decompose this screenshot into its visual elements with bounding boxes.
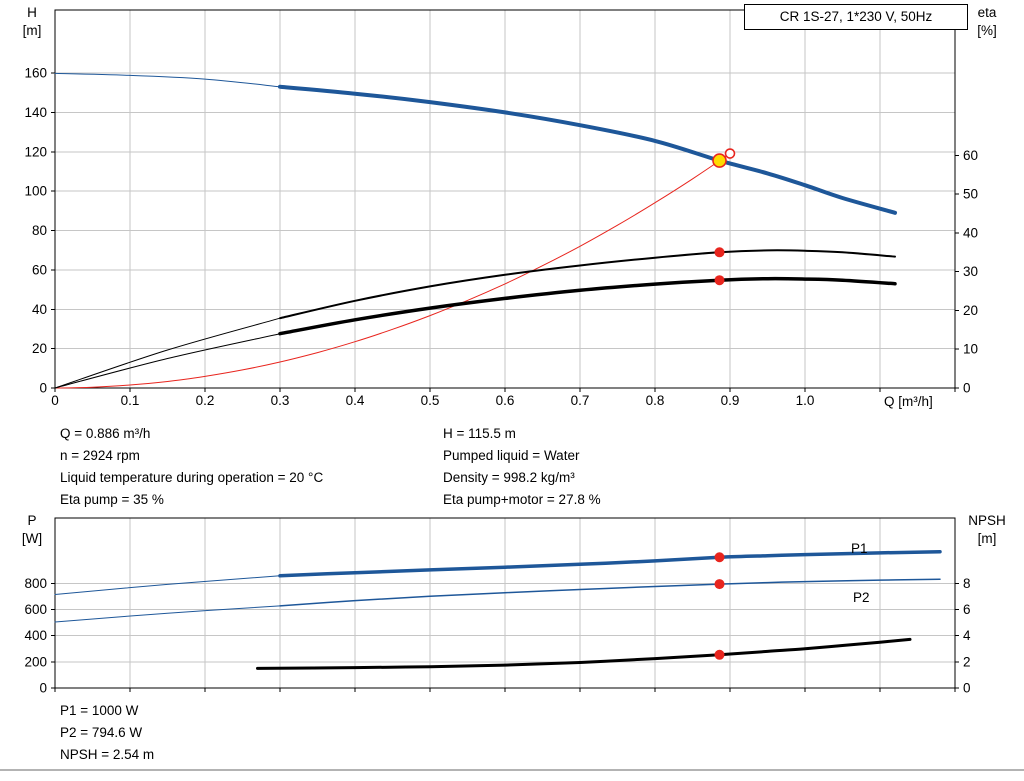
power-axis-unit: [W] [21, 531, 43, 546]
head-axis-title: H [m] [12, 4, 52, 40]
duty-marker-red [714, 552, 725, 563]
duty-marker-red [714, 579, 725, 590]
svg-text:10: 10 [963, 342, 978, 357]
svg-text:600: 600 [24, 602, 47, 617]
svg-text:40: 40 [963, 225, 978, 240]
pumped-liquid-text: Pumped liquid = Water [443, 448, 580, 463]
svg-text:0.6: 0.6 [496, 393, 515, 408]
npsh-text: NPSH = 2.54 m [60, 747, 155, 762]
curve-head-curve-lowflow [54, 72, 281, 88]
curve-head-curve [278, 84, 897, 215]
curve-P1-lowflow [54, 575, 281, 595]
npsh-axis-unit: [m] [977, 531, 997, 546]
svg-text:0: 0 [963, 381, 971, 396]
eta-pump-motor-text: Eta pump+motor = 27.8 % [443, 492, 601, 507]
head-axis-unit: [m] [22, 23, 42, 38]
p2-text: P2 = 794.6 W [60, 725, 143, 740]
svg-text:0.1: 0.1 [121, 393, 140, 408]
eta-pump-text: Eta pump = 35 % [60, 492, 164, 507]
npsh-axis-symbol: NPSH [968, 513, 1006, 528]
flow-text: Q = 0.886 m³/h [60, 426, 151, 441]
flow-axis-label: Q [m³/h] [884, 394, 933, 409]
svg-text:0: 0 [963, 681, 971, 696]
curve-P2 [279, 578, 941, 607]
svg-text:200: 200 [24, 654, 47, 669]
svg-text:0.5: 0.5 [421, 393, 440, 408]
svg-text:0.2: 0.2 [196, 393, 215, 408]
svg-text:50: 50 [963, 187, 978, 202]
system-curve-end-marker [724, 148, 736, 159]
svg-text:160: 160 [24, 66, 47, 81]
svg-text:0.9: 0.9 [721, 393, 740, 408]
head-axis-symbol: H [27, 5, 37, 20]
head-text: H = 115.5 m [443, 426, 516, 441]
curve-system-curve [54, 153, 731, 389]
npsh-axis-title: NPSH [m] [958, 512, 1016, 548]
curve-eta-pump-motor [278, 276, 897, 336]
power-data-column: P1 = 1000 W P2 = 794.6 W NPSH = 2.54 m [60, 700, 154, 766]
duty-marker-yellow [712, 153, 727, 168]
speed-text: n = 2924 rpm [60, 448, 140, 463]
eta-axis-unit: [%] [977, 23, 997, 38]
duty-marker-red [714, 275, 725, 286]
svg-text:40: 40 [32, 302, 47, 317]
svg-text:0: 0 [39, 381, 47, 396]
svg-text:1.0: 1.0 [796, 393, 815, 408]
svg-text:6: 6 [963, 602, 971, 617]
p1-text: P1 = 1000 W [60, 703, 139, 718]
svg-text:20: 20 [963, 303, 978, 318]
svg-text:60: 60 [32, 262, 47, 277]
svg-text:120: 120 [24, 144, 47, 159]
svg-text:0.3: 0.3 [271, 393, 290, 408]
svg-text:400: 400 [24, 628, 47, 643]
svg-text:0.7: 0.7 [571, 393, 590, 408]
svg-text:800: 800 [24, 576, 47, 591]
density-text: Density = 998.2 kg/m³ [443, 470, 575, 485]
duty-marker-red [714, 247, 725, 258]
curve-P1 [278, 549, 942, 578]
eta-axis-title: eta [%] [962, 4, 1012, 40]
curve-P2-lowflow [54, 605, 281, 623]
svg-text:100: 100 [24, 184, 47, 199]
svg-text:30: 30 [963, 264, 978, 279]
curve-eta-pump [279, 249, 896, 320]
duty-data-left-column: Q = 0.886 m³/h n = 2924 rpm Liquid tempe… [60, 423, 323, 511]
curve-eta-pump-motor-lowflow [54, 333, 281, 389]
svg-text:0.8: 0.8 [646, 393, 665, 408]
svg-text:4: 4 [963, 628, 971, 643]
duty-data-right-column: H = 115.5 m Pumped liquid = Water Densit… [443, 423, 601, 511]
liquid-temperature-text: Liquid temperature during operation = 20… [60, 470, 324, 485]
curve-eta-pump-lowflow [54, 317, 281, 389]
svg-text:8: 8 [963, 576, 971, 591]
duty-marker-red [714, 649, 725, 660]
svg-text:0: 0 [39, 681, 47, 696]
p1-curve-label: P1 [851, 541, 868, 556]
eta-axis-symbol: eta [977, 5, 997, 20]
svg-text:20: 20 [32, 341, 47, 356]
svg-text:2: 2 [963, 654, 971, 669]
power-axis-symbol: P [27, 513, 37, 528]
svg-text:80: 80 [32, 223, 47, 238]
svg-text:0.4: 0.4 [346, 393, 365, 408]
pump-variant-box: CR 1S-27, 1*230 V, 50Hz [744, 4, 968, 30]
power-axis-title: P [W] [12, 512, 52, 548]
svg-text:60: 60 [963, 148, 978, 163]
p2-curve-label: P2 [853, 590, 870, 605]
footer-divider [0, 769, 1024, 771]
curve-NPSH [256, 637, 912, 670]
svg-text:0: 0 [51, 393, 59, 408]
svg-text:140: 140 [24, 105, 47, 120]
